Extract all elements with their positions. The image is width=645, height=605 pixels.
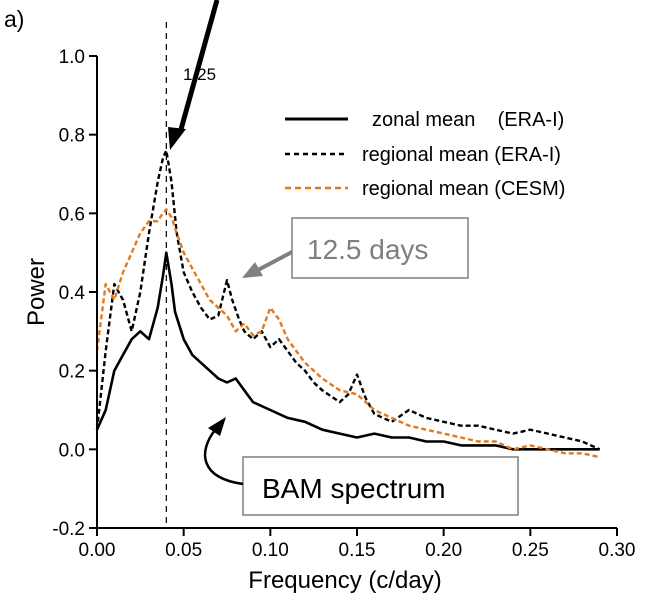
x-tick-label: 0.10	[252, 540, 289, 561]
series-line-2	[95, 208, 600, 459]
peak-arrow-line	[177, 0, 220, 134]
legend-label-regional-cesm: regional mean (CESM)	[362, 178, 565, 200]
x-tick-label: 0.15	[339, 540, 376, 561]
legend-label-regional-era: regional mean (ERA-I)	[362, 144, 561, 166]
plot-area	[95, 22, 601, 528]
y-tick-label: 0.2	[59, 362, 85, 383]
y-tick-label: 1.0	[59, 47, 85, 68]
axis-ticks: 0.00 0.05 0.10 0.15 0.20 0.25 0.30 -0.2 0.0 0.2 0.…	[52, 47, 635, 561]
y-tick-label: 0.6	[59, 204, 85, 225]
legend-label-zonal: zonal mean (ERA-I)	[372, 109, 564, 131]
y-tick-label: -0.2	[52, 519, 85, 540]
y-axis-title: Power	[23, 258, 50, 326]
annotation-arrowhead-bam	[208, 417, 226, 436]
x-tick-label: 0.00	[79, 540, 116, 561]
legend: zonal mean (ERA-I) regional mean (ERA-I)…	[285, 109, 565, 200]
annotation-box-12-5-days	[291, 217, 469, 279]
annotation-text-bam: BAM spectrum	[262, 473, 446, 504]
annotation-arrowhead-12-5-days	[242, 262, 263, 278]
annotation-arrow-bam	[203, 429, 244, 486]
y-tick-label: 0.0	[59, 440, 85, 461]
annotation-box-bam	[242, 456, 519, 516]
series-line-0	[95, 251, 600, 451]
y-tick-label: 0.8	[59, 126, 85, 147]
y-tick-label: 0.4	[59, 283, 86, 304]
x-tick-label: 0.05	[165, 540, 202, 561]
peak-frequency-label: 1/25	[183, 65, 216, 84]
x-tick-label: 0.30	[599, 540, 636, 561]
series-line-1	[95, 149, 601, 451]
x-tick-label: 0.25	[512, 540, 549, 561]
panel-label: a)	[4, 6, 24, 32]
x-tick-label: 0.20	[425, 540, 462, 561]
peak-arrow-head	[168, 127, 186, 150]
annotation-arrow-12-5-days	[257, 250, 293, 272]
annotation-text-12-5-days: 12.5 days	[307, 234, 428, 265]
x-axis-title: Frequency (c/day)	[248, 567, 441, 594]
